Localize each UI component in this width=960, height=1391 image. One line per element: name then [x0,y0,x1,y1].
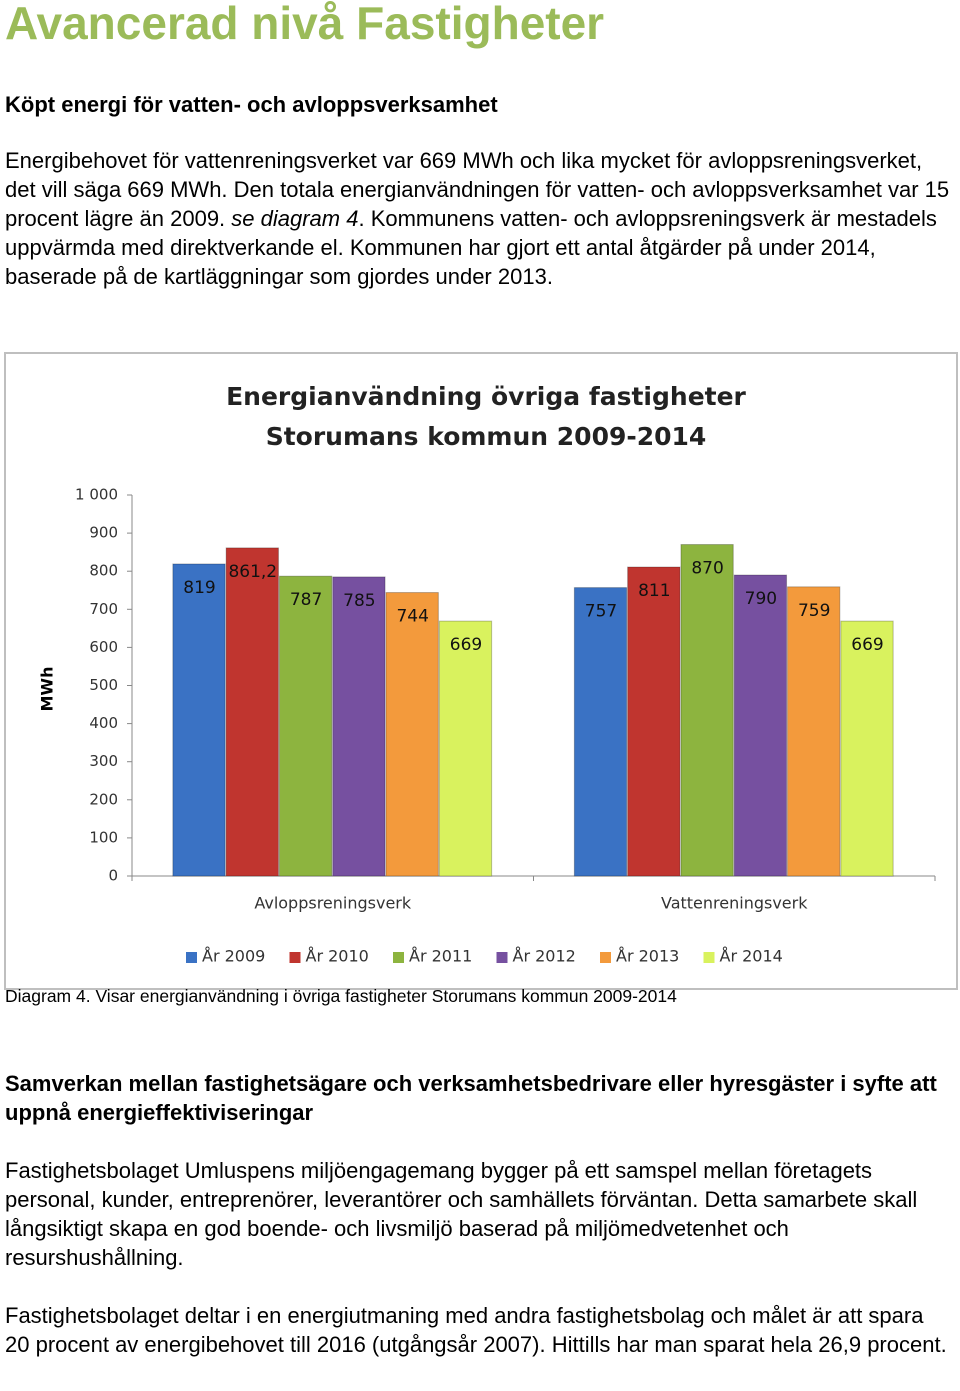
value-label: 669 [450,635,482,655]
text: Energibehovet för vattenreningsverket va… [5,148,950,231]
bar [332,576,386,877]
legend-label: År 2011 [409,947,472,966]
legend-swatch [496,952,508,963]
x-tick-label: Vattenreningsverk [661,894,808,913]
value-label: 759 [798,601,830,621]
bar [385,592,439,877]
y-tick-label: 900 [89,524,118,542]
y-tick-label: 100 [89,828,118,846]
bar [573,587,628,877]
text: . Kommunens vatten- och avloppsreningsve… [5,206,937,289]
bar [627,566,681,877]
legend-label: År 2014 [720,947,783,966]
y-tick-label: 800 [89,562,118,580]
value-label: 811 [638,581,670,601]
bar [680,544,734,877]
value-label: 744 [396,607,428,627]
y-tick-label: 0 [108,867,118,885]
value-label: 757 [585,602,617,622]
chart: Energianvändning övriga fastigheter Storu… [38,382,936,966]
legend-swatch [186,952,197,963]
x-tick-label: Avloppsreningsverk [254,894,412,913]
value-label: 790 [745,589,777,609]
paragraph: Fastighetsbolaget Umluspens miljöengagem… [5,1158,918,1270]
legend-label: År 2010 [306,947,369,966]
paragraph: Fastighetsbolaget deltar i en energiutma… [5,1303,947,1357]
value-label: 669 [851,635,883,655]
chart-title: Energianvändning övriga fastigheter [226,382,746,411]
y-axis-label: MWh [38,667,57,712]
value-label: 819 [183,578,215,598]
caption: Diagram 4. Visar energianvändning i övri… [5,986,677,1006]
y-tick-label: 500 [89,676,118,694]
bar [787,586,841,877]
bar [278,575,333,877]
y-tick-label: 1 000 [75,486,118,504]
y-tick-label: 600 [89,638,118,656]
bar [225,547,279,877]
legend-label: År 2009 [202,947,265,966]
bar [840,620,894,877]
bar [438,620,493,877]
chart-subtitle: Storumans kommun 2009-2014 [266,422,707,451]
legend-swatch [289,952,301,963]
paragraph: Energibehovet för vattenreningsverket va… [5,146,950,291]
legend-swatch [703,952,715,963]
value-label: 870 [691,559,723,579]
diagram-reference: se diagram 4 [231,206,359,231]
legend-label: År 2013 [616,947,679,966]
y-tick-label: 200 [89,790,118,808]
legend-label: År 2012 [513,947,576,966]
value-label: 861,2 [228,562,277,582]
y-tick-label: 400 [89,714,118,732]
value-label: 787 [290,590,322,610]
page-title: Avancerad nivå Fastigheter [5,0,605,49]
legend-swatch [600,952,611,963]
chart-frame: Energianvändning övriga fastigheter Storu… [4,352,958,990]
y-tick-label: 700 [89,600,118,618]
bar [172,563,226,877]
heading: Köpt energi för vatten- och avloppsverks… [5,92,498,117]
legend-swatch [393,952,404,963]
value-label: 785 [343,591,375,611]
heading: Samverkan mellan fastighetsägare och ver… [5,1071,937,1125]
y-tick-label: 300 [89,752,118,770]
bar [733,574,788,877]
